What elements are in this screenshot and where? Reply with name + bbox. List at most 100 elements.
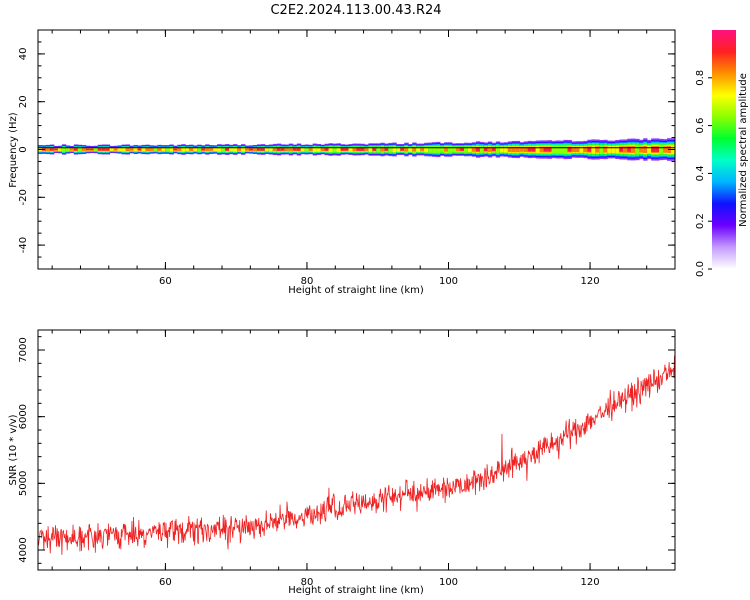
spectrogram-cell bbox=[471, 147, 477, 152]
spectrogram-cell bbox=[655, 147, 660, 152]
spectrogram-cell bbox=[304, 147, 310, 152]
spectrogram-cell bbox=[237, 148, 242, 151]
colorbar-tick-label: 0.4 bbox=[695, 165, 706, 181]
spectrogram-cell bbox=[241, 147, 246, 152]
spectrogram-y-tick-label: 20 bbox=[18, 95, 29, 108]
spectrogram-cell bbox=[117, 147, 123, 152]
spectrogram-cell bbox=[639, 146, 644, 153]
spectrogram-cell bbox=[519, 147, 525, 152]
spectrogram-cell bbox=[332, 146, 337, 153]
spectrogram-cell bbox=[463, 146, 469, 153]
spectrogram-cell bbox=[444, 147, 449, 152]
spectrogram-cell bbox=[619, 149, 624, 151]
snr-series-line bbox=[38, 355, 675, 555]
spectrogram-cell bbox=[328, 147, 334, 152]
snr-y-tick-label: 5000 bbox=[18, 471, 29, 496]
spectrogram-cell bbox=[591, 145, 596, 154]
snr-x-tick-label: 100 bbox=[439, 577, 458, 588]
spectrogram-cell bbox=[340, 148, 345, 151]
colorbar: 0.0 0.2 0.4 0.6 0.8 Normalized spectral ampl… bbox=[695, 30, 749, 277]
snr-background bbox=[38, 330, 675, 570]
spectrogram-cell bbox=[479, 145, 485, 154]
spectrogram-cell bbox=[467, 146, 473, 153]
spectrogram-cell bbox=[121, 147, 126, 152]
spectrogram-cell bbox=[483, 147, 489, 151]
spectrogram-cell bbox=[53, 149, 59, 151]
spectrogram-cell bbox=[404, 147, 409, 152]
spectrogram-cell bbox=[567, 147, 572, 152]
snr-x-tick-label: 120 bbox=[581, 577, 600, 588]
spectrogram-cell bbox=[249, 149, 254, 151]
spectrogram-cell bbox=[81, 148, 87, 151]
snr-x-tick-label: 60 bbox=[159, 577, 172, 588]
spectrogram-cell bbox=[320, 147, 326, 152]
spectrogram-cell bbox=[491, 148, 497, 151]
spectrogram-cell bbox=[101, 148, 107, 151]
spectrogram-cell bbox=[149, 148, 154, 151]
spectrogram-cell bbox=[392, 146, 397, 153]
spectrogram-cell bbox=[173, 148, 178, 151]
spectrogram-cell bbox=[428, 146, 433, 153]
spectrogram-cell bbox=[209, 148, 214, 151]
spectrogram-cell bbox=[487, 147, 493, 152]
spectrogram-cell bbox=[460, 148, 465, 151]
spectrogram-cell bbox=[400, 148, 405, 151]
spectrogram-cell bbox=[264, 147, 270, 152]
spectrogram-cell bbox=[583, 146, 588, 153]
spectrogram-cell bbox=[193, 147, 198, 152]
colorbar-tick-label: 0.6 bbox=[695, 118, 706, 134]
colorbar-tick-label: 0.8 bbox=[695, 70, 706, 86]
spectrogram-y-tick-label: 0 bbox=[18, 146, 29, 152]
spectrogram-cell bbox=[543, 149, 548, 151]
spectrogram-y-tick-label: 40 bbox=[18, 48, 29, 61]
snr-y-axis: 4000 5000 6000 7000 bbox=[18, 336, 675, 564]
spectrogram-cell bbox=[364, 147, 369, 152]
spectrogram-cell bbox=[555, 145, 560, 154]
snr-frame bbox=[37, 329, 676, 571]
spectrogram-cell bbox=[539, 146, 545, 153]
spectrogram-cell bbox=[336, 147, 341, 152]
spectrogram-cell bbox=[440, 146, 445, 153]
spectrogram-x-tick-label: 60 bbox=[159, 276, 172, 287]
spectrogram-cell bbox=[61, 147, 67, 152]
spectrogram-cell bbox=[69, 148, 75, 151]
spectrogram-x-tick-label: 120 bbox=[581, 276, 600, 287]
spectrogram-cell bbox=[105, 148, 111, 151]
spectrogram-cell bbox=[432, 146, 437, 153]
spectrogram-cell bbox=[424, 146, 429, 153]
snr-x-axis: 60 80 100 120 bbox=[51, 330, 676, 588]
spectrogram-cell bbox=[153, 147, 158, 152]
spectrogram-y-tick-label: -20 bbox=[18, 189, 29, 205]
spectrogram-cell bbox=[252, 148, 258, 151]
spectrogram-cell bbox=[368, 147, 373, 152]
spectrogram-cell bbox=[185, 147, 190, 152]
spectrogram-x-axis: 60 80 100 120 bbox=[51, 30, 676, 287]
spectrogram-cell bbox=[113, 148, 119, 151]
snr-y-label: SNR (10 * v/v) bbox=[8, 414, 19, 485]
spectrogram-x-label: Height of straight line (km) bbox=[288, 285, 424, 296]
snr-y-tick-label: 6000 bbox=[18, 404, 29, 429]
spectrogram-cell bbox=[511, 146, 517, 153]
spectrogram-cell bbox=[296, 148, 302, 151]
colorbar-label: Normalized spectral amplitude bbox=[738, 73, 749, 227]
spectrogram-cell bbox=[49, 148, 55, 151]
spectrogram-cell bbox=[575, 146, 580, 153]
spectrogram-cell bbox=[535, 145, 541, 154]
spectrogram-cell bbox=[527, 149, 533, 151]
spectrogram-cell bbox=[551, 145, 556, 154]
spectrogram-y-label: Frequency (Hz) bbox=[8, 112, 19, 188]
spectrogram-cell bbox=[499, 146, 505, 153]
spectrogram-cell bbox=[448, 146, 453, 153]
spectrogram-cell bbox=[623, 146, 628, 153]
spectrogram-cell bbox=[316, 147, 322, 152]
spectrogram-cell bbox=[460, 149, 465, 151]
spectrogram-cell bbox=[308, 148, 314, 151]
spectrogram-cell bbox=[360, 149, 365, 151]
figure-title: C2E2.2024.113.00.43.R24 bbox=[270, 3, 441, 18]
spectrogram-cell bbox=[280, 148, 286, 151]
spectrogram-cell bbox=[45, 148, 51, 151]
spectrogram-cell bbox=[563, 144, 568, 155]
spectrogram-cell bbox=[97, 148, 103, 151]
spectrogram-cell bbox=[137, 148, 142, 151]
